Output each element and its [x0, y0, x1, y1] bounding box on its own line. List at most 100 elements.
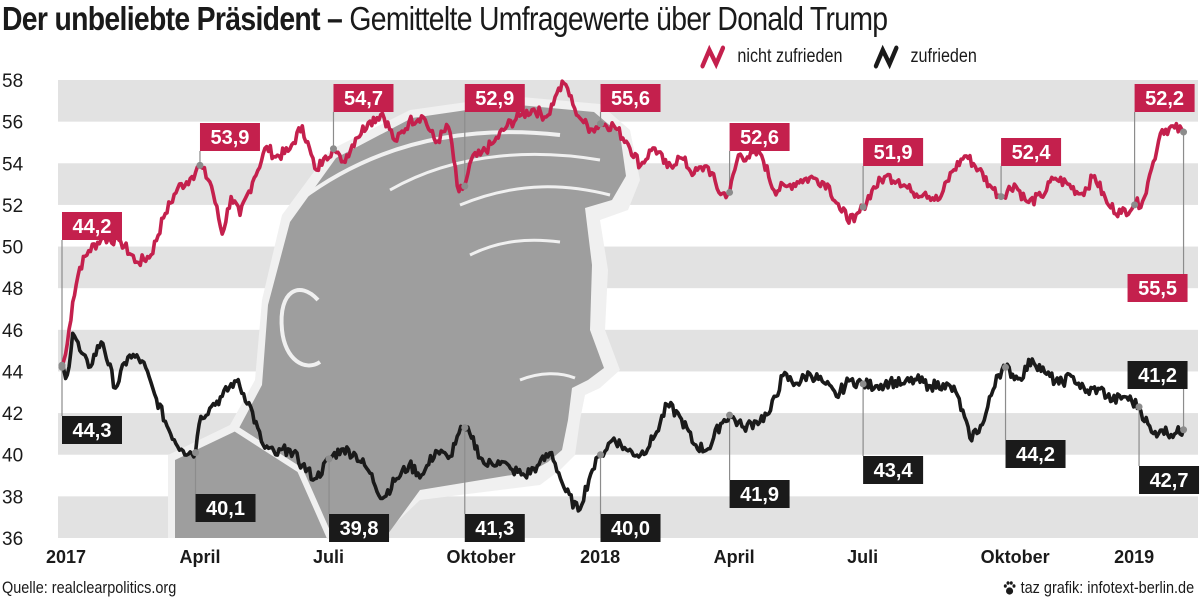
- value-box-approve: [1127, 361, 1188, 389]
- value-box-approve: [863, 456, 924, 484]
- annotation-marker: [1180, 128, 1188, 136]
- x-tick-label: Oktober: [981, 547, 1050, 567]
- value-label: 40,0: [611, 518, 650, 540]
- annotation-leaders: [61, 112, 1185, 514]
- y-tick-label: 36: [2, 529, 23, 550]
- value-box-approve: [1005, 440, 1066, 468]
- legend-label-disapprove: nicht zufrieden: [737, 46, 843, 67]
- x-tick-label: Juli: [313, 547, 344, 567]
- value-box-disapprove: [464, 84, 525, 112]
- line-disapprove: [60, 79, 1186, 368]
- value-box-approve: [1139, 466, 1200, 494]
- portrait-hair-stroke: [459, 185, 611, 207]
- x-tick-label: 2019: [1114, 547, 1154, 567]
- legend-item-approve: zufrieden: [873, 44, 977, 70]
- value-label: 41,3: [475, 518, 514, 540]
- y-tick-label: 54: [2, 154, 24, 175]
- value-label: 43,4: [874, 460, 914, 482]
- y-tick-label: 42: [2, 404, 23, 425]
- value-box-approve: [729, 480, 790, 508]
- portrait-ear: [279, 288, 322, 368]
- annotation-marker: [1180, 426, 1188, 434]
- annotation-marker: [196, 161, 204, 169]
- annotation-marker: [859, 380, 867, 388]
- value-box-approve: [62, 416, 122, 444]
- paw-icon: [1003, 581, 1016, 595]
- y-tick-label: 40: [2, 446, 23, 467]
- value-label: 52,6: [740, 127, 779, 149]
- zigzag-line-icon: [873, 44, 899, 70]
- value-label: 54,7: [344, 88, 383, 110]
- annotation-marker: [461, 424, 469, 432]
- grid-band: [58, 246, 1198, 289]
- value-box-disapprove: [333, 84, 394, 112]
- annotation-marker: [726, 188, 734, 196]
- annotation-marker: [461, 182, 469, 190]
- portrait-hair-stroke: [298, 130, 561, 202]
- value-box-approve: [195, 494, 256, 522]
- y-tick-label: 46: [2, 321, 23, 342]
- value-box-disapprove: [1134, 84, 1195, 112]
- y-tick-label: 58: [2, 71, 23, 92]
- zigzag-line-icon: [700, 44, 726, 70]
- x-tick-label: Juli: [847, 547, 878, 567]
- y-axis: 36 38 40 42 44 46 48 50 52 54 56 58: [2, 71, 24, 550]
- value-label: 41,9: [740, 484, 779, 506]
- chart-title-bold: Der unbeliebte Präsident –: [2, 0, 343, 37]
- credit-text: taz grafik: infotext-berlin.de: [1020, 578, 1194, 597]
- value-box-disapprove: [1001, 138, 1062, 166]
- legend: nicht zufrieden zufrieden: [700, 44, 1007, 70]
- series-lines: [60, 79, 1186, 513]
- portrait-brow: [469, 238, 561, 257]
- y-tick-label: 56: [2, 113, 23, 134]
- value-label: 44,2: [1016, 444, 1055, 466]
- y-tick-label: 38: [2, 487, 23, 508]
- value-box-disapprove: [600, 84, 661, 112]
- y-tick-label: 48: [2, 279, 23, 300]
- value-label: 53,9: [210, 127, 249, 149]
- annotation-marker: [1135, 403, 1143, 411]
- value-label: 40,1: [206, 498, 245, 520]
- value-label: 52,9: [475, 88, 514, 110]
- annotation-labels: 44,2 53,9 54,7 52,9 55,6 52,6 51,9 52,4 52,2 55,5…: [62, 84, 1200, 542]
- value-label: 44,2: [73, 216, 112, 238]
- value-box-approve: [464, 514, 525, 542]
- x-tick-label: 2017: [46, 547, 86, 567]
- portrait-hair-stroke: [389, 152, 601, 192]
- annotation-marker: [597, 451, 605, 459]
- annotation-marker: [597, 120, 605, 128]
- value-box-approve: [600, 514, 661, 542]
- y-tick-label: 52: [2, 196, 23, 217]
- value-box-disapprove: [62, 212, 122, 240]
- portrait-mouth: [519, 372, 576, 382]
- annotation-marker: [997, 193, 1005, 201]
- x-tick-label: April: [180, 547, 221, 567]
- value-label: 55,6: [611, 88, 650, 110]
- annotation-marker: [192, 449, 200, 457]
- value-label: 51,9: [874, 142, 913, 164]
- value-label: 41,2: [1138, 365, 1177, 387]
- annotation-marker: [726, 411, 734, 419]
- value-label: 44,3: [73, 420, 112, 442]
- annotation-marker: [325, 455, 333, 463]
- value-label: 52,4: [1012, 142, 1052, 164]
- annotation-marker: [329, 145, 337, 153]
- annotation-marker: [859, 203, 867, 211]
- legend-label-approve: zufrieden: [910, 46, 977, 67]
- x-tick-label: Oktober: [447, 547, 516, 567]
- source-note: Quelle: realclearpolitics.org: [2, 578, 177, 597]
- value-label: 52,2: [1145, 88, 1184, 110]
- value-label: 42,7: [1150, 470, 1189, 492]
- line-approve: [60, 331, 1186, 513]
- y-tick-label: 44: [2, 362, 24, 383]
- portrait-silhouette: [168, 96, 640, 540]
- annotation-marker: [1002, 363, 1010, 371]
- x-tick-label: 2018: [580, 547, 620, 567]
- x-axis: 2017 April Juli Oktober 2018 April Juli Oktober…: [46, 547, 1154, 567]
- portrait-head: [175, 104, 626, 538]
- legend-item-disapprove: nicht zufrieden: [700, 44, 842, 70]
- chart-title: Der unbeliebte Präsident – Gemittelte Um…: [2, 0, 888, 38]
- chart-title-subtitle: Gemittelte Umfragewerte über Donald Trum…: [349, 0, 888, 37]
- value-box-disapprove: [729, 123, 790, 151]
